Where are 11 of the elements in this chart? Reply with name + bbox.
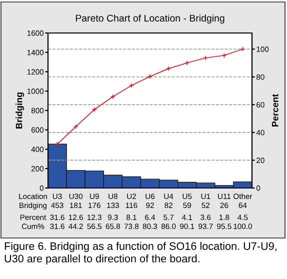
- point: [92, 107, 97, 112]
- y2-axis-title: Percent: [272, 94, 278, 126]
- point: [166, 66, 172, 72]
- point: [203, 55, 208, 60]
- point: [128, 82, 134, 88]
- caption: Figure 6. Bridging as a function of SO16 location. U7-U9, U30 are parallel to direction of the board.: [4, 242, 276, 265]
- chart-title: Pareto Chart of Location - Bridging: [76, 14, 224, 24]
- point: [110, 94, 116, 100]
- point: [184, 60, 190, 66]
- point: [147, 74, 153, 79]
- y-axis-title: Bridging: [16, 92, 24, 128]
